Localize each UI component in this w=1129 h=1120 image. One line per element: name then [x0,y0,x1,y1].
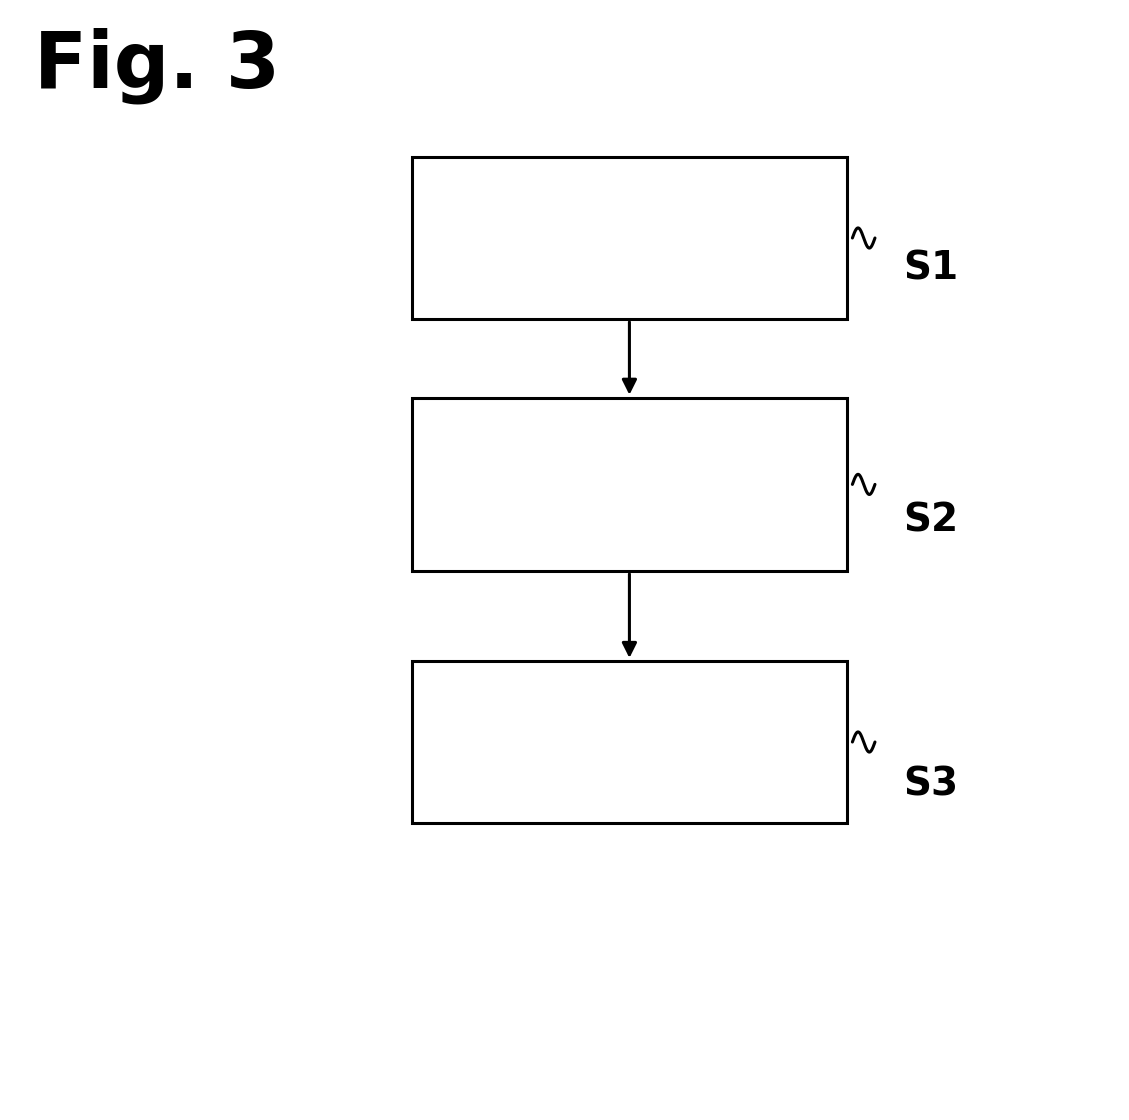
Text: S3: S3 [903,765,959,803]
Text: Fig. 3: Fig. 3 [34,28,280,104]
Bar [412,661,847,823]
Text: S2: S2 [903,502,959,540]
Bar [412,157,847,319]
Bar [412,398,847,571]
Text: S1: S1 [903,250,959,288]
